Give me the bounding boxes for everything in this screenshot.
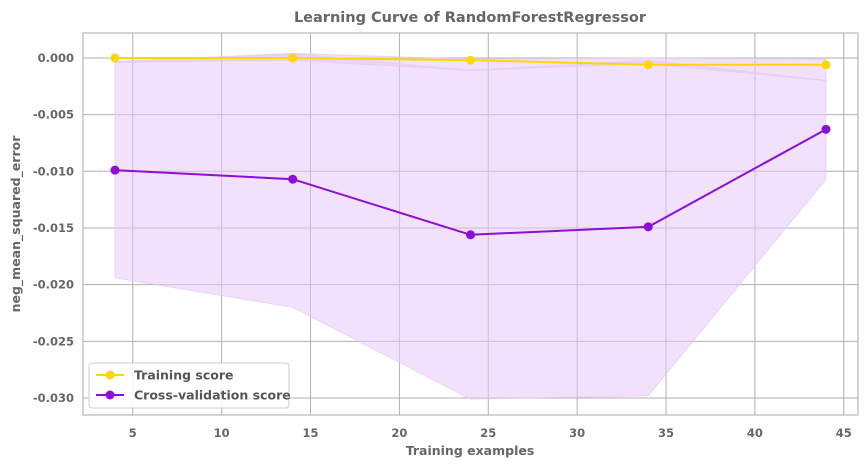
legend-training-score-label: Training score [134, 368, 234, 383]
x-tick-label: 5 [129, 426, 137, 440]
x-tick-label: 15 [303, 426, 319, 440]
chart-title: Learning Curve of RandomForestRegressor [294, 10, 647, 26]
y-tick-label: -0.025 [33, 334, 74, 348]
x-tick-label: 25 [480, 426, 496, 440]
cross-validation-score-point [110, 165, 120, 175]
x-axis-ticks: 5 10 15 20 25 30 35 40 45 [129, 426, 852, 440]
cross-validation-score-point [288, 174, 298, 184]
x-axis-label: Training examples [406, 443, 535, 458]
x-tick-label: 30 [569, 426, 585, 440]
x-tick-label: 35 [658, 426, 674, 440]
x-tick-label: 40 [747, 426, 763, 440]
plot-frame [82, 32, 859, 416]
series-lines [110, 53, 831, 240]
legend-box [88, 362, 290, 409]
x-tick-label: 10 [214, 426, 230, 440]
training-score-point [466, 55, 475, 65]
cross-validation-score-point [643, 222, 653, 232]
x-tick-label: 20 [391, 426, 407, 440]
y-tick-label: 0.000 [38, 51, 74, 65]
legend: Training score Cross-validation score [88, 362, 291, 409]
x-tick-label: 45 [836, 426, 852, 440]
y-axis-ticks: 0.000 -0.005 -0.010 -0.015 -0.020 -0.025 -0.03… [33, 51, 74, 405]
legend-cross-validation-score-marker [105, 390, 115, 400]
legend-cross-validation-score-label: Cross-validation score [134, 388, 291, 403]
cross-validation-score-point [821, 124, 831, 134]
legend-training-score-marker [105, 370, 115, 380]
y-tick-label: -0.005 [33, 108, 74, 122]
cross-validation-band [114, 52, 827, 400]
y-tick-label: -0.030 [33, 391, 74, 405]
training-score-point [821, 60, 831, 70]
y-tick-label: -0.015 [33, 221, 74, 235]
cross-validation-score-point [466, 230, 475, 240]
y-tick-label: -0.020 [33, 278, 74, 292]
y-axis-label: neg_mean_squared_error [8, 135, 24, 313]
training-score-point [643, 60, 653, 70]
training-score-point [288, 53, 298, 63]
y-tick-label: -0.010 [33, 164, 74, 178]
training-score-point [110, 53, 120, 63]
